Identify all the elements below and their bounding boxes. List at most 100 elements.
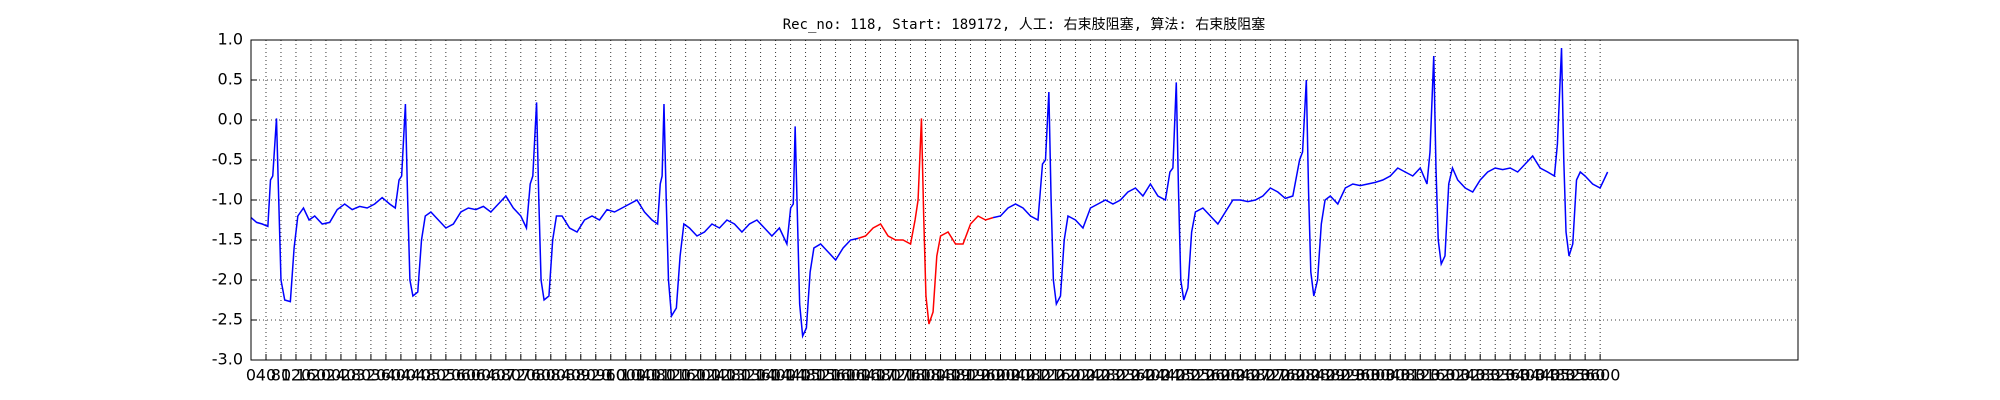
- x-tick-label: 2080: [1010, 366, 1051, 385]
- x-tick-label: 1000: [605, 366, 646, 385]
- x-tick-label: 2680: [1235, 366, 1276, 385]
- signal-line: [857, 118, 994, 325]
- x-tick-label: 3160: [1415, 366, 1456, 385]
- y-tick-label: -0.5: [212, 150, 243, 169]
- x-tick-label: 200: [311, 366, 342, 385]
- x-tick-label: 640: [476, 366, 507, 385]
- x-tick-label: 120: [281, 366, 312, 385]
- x-tick-label: 1440: [770, 366, 811, 385]
- x-tick-label: 2320: [1100, 366, 1141, 385]
- x-tick-label: 1160: [665, 366, 706, 385]
- x-tick-label: 320: [356, 366, 387, 385]
- x-tick-label: 1560: [815, 366, 856, 385]
- x-tick-label: 80: [271, 366, 291, 385]
- y-tick-label: 0.0: [218, 110, 243, 129]
- x-tick-label: 680: [491, 366, 522, 385]
- x-tick-label: 560: [446, 366, 477, 385]
- x-tick-label: 1600: [830, 366, 871, 385]
- x-tick-label: 1960: [965, 366, 1006, 385]
- x-tick-label: 3320: [1475, 366, 1516, 385]
- x-tick-label: 1480: [785, 366, 826, 385]
- x-tick-label: 3440: [1520, 366, 1561, 385]
- x-tick-label: 880: [566, 366, 597, 385]
- x-tick-label: 960: [595, 366, 626, 385]
- y-tick-label: -2.5: [212, 310, 243, 329]
- x-tick-label: 720: [506, 366, 537, 385]
- x-tick-label: 2640: [1220, 366, 1261, 385]
- x-tick-label: 2880: [1310, 366, 1351, 385]
- x-tick-label: 1200: [680, 366, 721, 385]
- x-tick-label: 520: [431, 366, 462, 385]
- x-tick-label: 240: [326, 366, 357, 385]
- x-tick-label: 400: [386, 366, 417, 385]
- x-tick-label: 3560: [1565, 366, 1606, 385]
- x-tick-label: 3040: [1370, 366, 1411, 385]
- x-tick-label: 600: [461, 366, 492, 385]
- x-tick-label: 3080: [1385, 366, 1426, 385]
- x-tick-label: 3480: [1535, 366, 1576, 385]
- x-tick-label: 2120: [1025, 366, 1066, 385]
- y-tick-label: -2.0: [212, 270, 243, 289]
- x-tick-label: 840: [551, 366, 582, 385]
- x-tick-label: 1240: [695, 366, 736, 385]
- x-tick-label: 1720: [875, 366, 916, 385]
- x-tick-label: 3120: [1400, 366, 1441, 385]
- x-tick-label: 2960: [1340, 366, 1381, 385]
- x-tick-label: 800: [536, 366, 567, 385]
- y-tick-label: -1.5: [212, 230, 243, 249]
- x-tick-label: 0: [246, 366, 256, 385]
- x-tick-label: 1640: [845, 366, 886, 385]
- x-tick-label: 3520: [1550, 366, 1591, 385]
- x-tick-label: 3200: [1430, 366, 1471, 385]
- x-tick-label: 1840: [920, 366, 961, 385]
- x-tick-label: 3280: [1460, 366, 1501, 385]
- x-tick-label: 1120: [650, 366, 691, 385]
- y-tick-label: -3.0: [212, 350, 243, 369]
- x-tick-label: 1920: [950, 366, 991, 385]
- x-tick-label: 2160: [1040, 366, 1081, 385]
- x-tick-label: 2280: [1085, 366, 1126, 385]
- y-tick-label: 1.0: [218, 30, 243, 49]
- x-tick-label: 2240: [1070, 366, 1111, 385]
- x-tick-label: 1360: [740, 366, 781, 385]
- x-tick-label: 40: [256, 366, 276, 385]
- x-tick-label: 2800: [1280, 366, 1321, 385]
- x-tick-label: 1800: [905, 366, 946, 385]
- x-tick-label: 2360: [1115, 366, 1156, 385]
- x-tick-label: 480: [416, 366, 447, 385]
- x-tick-label: 2560: [1190, 366, 1231, 385]
- x-tick-label: 160: [296, 366, 327, 385]
- x-tick-label: 920: [581, 366, 612, 385]
- y-tick-label: -1.0: [212, 190, 243, 209]
- signal-line: [250, 47, 1609, 339]
- x-tick-label: 1520: [800, 366, 841, 385]
- y-tick-label: 0.5: [218, 70, 243, 89]
- x-tick-label: 1760: [890, 366, 931, 385]
- x-tick-label: 2720: [1250, 366, 1291, 385]
- x-tick-label: 3000: [1355, 366, 1396, 385]
- x-tick-label: 3360: [1490, 366, 1531, 385]
- x-tick-label: 2600: [1205, 366, 1246, 385]
- x-tick-label: 2200: [1055, 366, 1096, 385]
- x-tick-label: 1040: [620, 366, 661, 385]
- x-tick-label: 2440: [1145, 366, 1186, 385]
- plot-frame: [250, 39, 1799, 361]
- x-tick-label: 2760: [1265, 366, 1306, 385]
- x-tick-label: 1400: [755, 366, 796, 385]
- x-tick-label: 360: [371, 366, 402, 385]
- x-tick-label: 1880: [935, 366, 976, 385]
- x-tick-label: 3400: [1505, 366, 1546, 385]
- x-tick-label: 3600: [1580, 366, 1621, 385]
- x-tick-label: 2520: [1175, 366, 1216, 385]
- x-tick-label: 440: [401, 366, 432, 385]
- x-tick-label: 280: [341, 366, 372, 385]
- x-tick-label: 1680: [860, 366, 901, 385]
- x-tick-label: 1320: [725, 366, 766, 385]
- x-tick-label: 2040: [995, 366, 1036, 385]
- chart-title: Rec_no: 118, Start: 189172, 人工: 右束肢阻塞, 算…: [783, 16, 1266, 33]
- x-tick-label: 2000: [980, 366, 1021, 385]
- x-tick-label: 760: [521, 366, 552, 385]
- x-tick-label: 2480: [1160, 366, 1201, 385]
- x-tick-label: 3240: [1445, 366, 1486, 385]
